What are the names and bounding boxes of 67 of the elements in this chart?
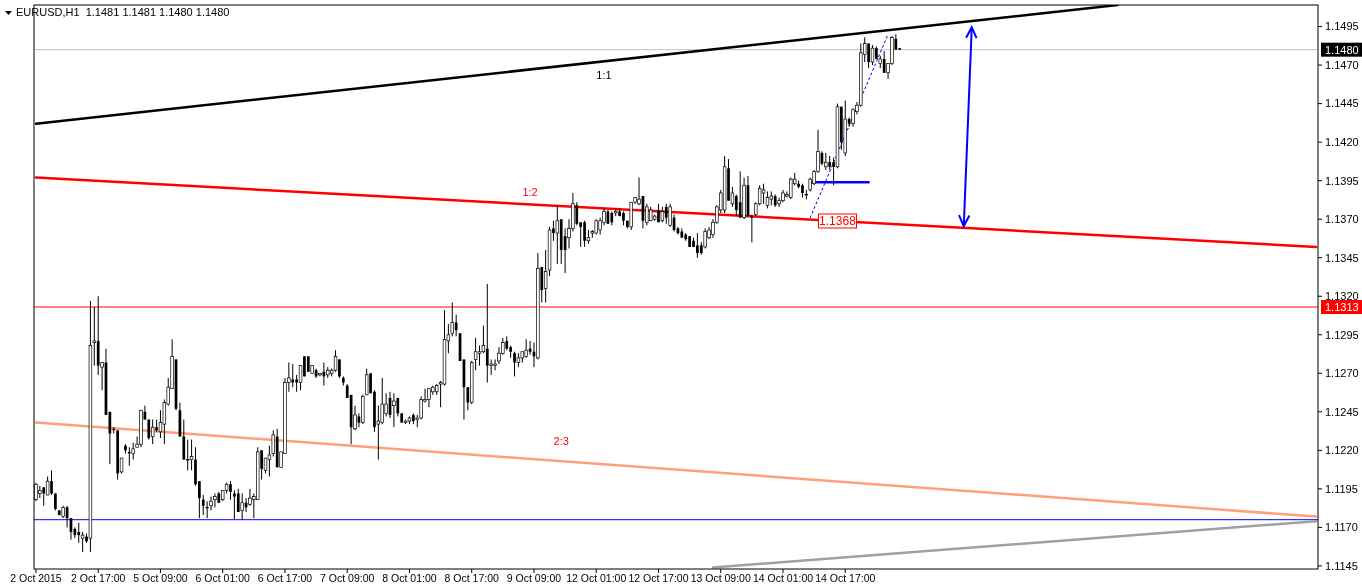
x-tick-label: 2 Oct 2015 — [10, 572, 62, 584]
annotation: 1.1368 — [819, 214, 857, 229]
x-tick-label: 6 Oct 17:00 — [257, 572, 313, 584]
y-tick-label: 1.1245 — [1325, 405, 1359, 418]
y-tick-label: 1.1395 — [1325, 174, 1359, 187]
annotation: 1:2 — [522, 186, 538, 199]
y-tick-label: 1.1470 — [1325, 58, 1359, 71]
candlestick — [664, 203, 668, 225]
x-tick-label: 13 Oct 09:00 — [690, 572, 751, 584]
ref-line-label: 1.1480 — [1325, 43, 1359, 56]
candlestick — [750, 214, 754, 243]
x-tick-label: 9 Oct 09:00 — [506, 572, 562, 584]
y-tick-label: 1.1495 — [1325, 20, 1359, 33]
y-tick-label: 1.1320 — [1325, 290, 1359, 303]
y-tick-label: 1.1270 — [1325, 367, 1359, 380]
x-tick-label: 6 Oct 01:00 — [195, 572, 251, 584]
candlestick — [454, 314, 458, 337]
candlestick — [392, 392, 396, 428]
y-tick-label: 1.1420 — [1325, 136, 1359, 148]
candlestick — [668, 203, 672, 228]
candlestick — [229, 480, 232, 501]
x-tick-label: 8 Oct 17:00 — [444, 572, 500, 584]
candlestick — [233, 489, 236, 521]
x-tick-label: 12 Oct 01:00 — [566, 572, 627, 584]
x-tick-label: 7 Oct 09:00 — [320, 572, 375, 584]
candlestick — [77, 522, 81, 544]
candlestick — [236, 488, 240, 513]
candlestick — [734, 194, 738, 217]
y-tick-label: 1.1370 — [1325, 213, 1359, 226]
x-tick-label: 14 Oct 01:00 — [752, 572, 814, 584]
annotation: 2:3 — [553, 435, 569, 448]
candlestick — [333, 349, 338, 373]
candlestick — [364, 368, 369, 396]
candlestick — [80, 531, 85, 553]
candlestick — [427, 388, 431, 408]
annotation: 1:1 — [596, 69, 612, 82]
candlestick — [185, 439, 190, 471]
x-tick-label: 14 Oct 17:00 — [815, 572, 876, 584]
candlestick — [882, 50, 886, 74]
candlestick — [485, 283, 489, 384]
candlestick — [213, 492, 217, 508]
candlestick — [201, 494, 205, 516]
candlestick — [513, 351, 516, 377]
y-tick-label: 1.1195 — [1325, 482, 1358, 495]
candlestick — [696, 232, 699, 259]
y-tick-label: 1.1170 — [1325, 521, 1358, 534]
candlestick — [524, 338, 528, 359]
x-tick-label: 12 Oct 17:00 — [628, 572, 689, 584]
candlestick — [583, 220, 586, 248]
y-tick-label: 1.1295 — [1325, 328, 1359, 341]
y-tick-label: 1.1220 — [1325, 444, 1359, 457]
candlestick — [575, 201, 579, 226]
candlestick — [182, 419, 186, 461]
candlestick — [50, 469, 53, 496]
candlestick — [240, 492, 244, 521]
x-tick-label: 5 Oct 09:00 — [133, 572, 188, 584]
x-tick-label: 2 Oct 17:00 — [71, 572, 126, 584]
chart-title: EURUSD,H1 1.1481 1.1481 1.1480 1.1480 — [16, 6, 230, 18]
candlestick — [761, 183, 766, 205]
y-tick-label: 1.1445 — [1325, 97, 1359, 110]
y-tick-label: 1.1345 — [1325, 251, 1359, 264]
candlestick — [738, 170, 742, 219]
candlestick — [291, 363, 295, 388]
x-tick-label: 8 Oct 01:00 — [382, 572, 437, 584]
candlestick — [338, 358, 341, 379]
ref-line-label: 1.1313 — [1325, 300, 1359, 313]
y-tick-label: 1.1145 — [1325, 559, 1358, 572]
